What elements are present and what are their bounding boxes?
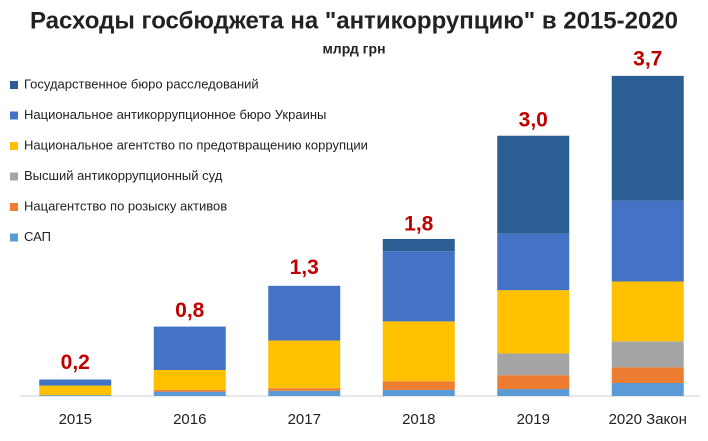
bar-segment bbox=[153, 369, 226, 390]
legend-label: Национальное агентство по предотвращению… bbox=[24, 137, 368, 152]
legend-swatch bbox=[10, 172, 18, 181]
bar-segment bbox=[611, 281, 684, 342]
bar-segment bbox=[39, 395, 112, 396]
total-label: 3,7 bbox=[633, 48, 662, 71]
bar-segment bbox=[382, 389, 455, 396]
legend-swatch bbox=[10, 203, 18, 211]
bar-segment bbox=[268, 388, 341, 391]
x-tick-label: 2016 bbox=[173, 411, 206, 428]
bar-segment bbox=[611, 200, 684, 282]
bar-segment bbox=[268, 390, 341, 396]
bar-segment bbox=[497, 375, 570, 390]
bar-segment bbox=[382, 238, 455, 252]
total-label: 0,8 bbox=[175, 299, 205, 322]
bar-segment bbox=[611, 382, 684, 396]
bar-segment bbox=[497, 353, 570, 376]
bar-segment bbox=[497, 135, 570, 234]
legend-label: Высший антикоррупционный суд bbox=[24, 168, 223, 183]
total-label: 0,2 bbox=[61, 351, 90, 374]
bar-segment bbox=[153, 326, 226, 370]
bar-segment bbox=[268, 285, 341, 341]
legend-label: Национальное антикоррупционное бюро Укра… bbox=[24, 107, 326, 122]
total-label: 3,0 bbox=[519, 108, 548, 131]
legend-label: Нацагентство по розыску активов bbox=[24, 198, 227, 213]
bar-segment bbox=[382, 381, 455, 390]
chart-subtitle: млрд грн bbox=[322, 41, 385, 57]
legend-label: САП bbox=[24, 229, 51, 244]
chart-title: Расходы госбюджета на "антикоррупцию" в … bbox=[30, 7, 678, 34]
x-tick-label: 2020 Закон bbox=[609, 411, 687, 428]
legend-label: Государственное бюро расследований bbox=[24, 76, 259, 91]
x-tick-label: 2018 bbox=[402, 411, 435, 428]
bar-segment bbox=[153, 391, 226, 396]
bar-segment bbox=[39, 379, 112, 386]
total-label: 1,8 bbox=[404, 212, 434, 235]
bar-segment bbox=[268, 340, 341, 389]
bar-segment bbox=[611, 367, 684, 383]
legend-swatch bbox=[10, 233, 18, 242]
x-tick-label: 2017 bbox=[288, 411, 321, 428]
bar-segment bbox=[153, 389, 226, 392]
bar-segment bbox=[611, 341, 684, 368]
bar-segment bbox=[497, 389, 570, 396]
total-label: 1,3 bbox=[290, 256, 319, 279]
bar-segment bbox=[611, 75, 684, 201]
bar-segment bbox=[497, 290, 570, 354]
bar-segment bbox=[497, 233, 570, 291]
legend-swatch bbox=[10, 111, 18, 120]
legend-swatch bbox=[10, 142, 18, 150]
bar-segment bbox=[39, 385, 112, 396]
legend-swatch bbox=[10, 81, 18, 89]
x-tick-label: 2015 bbox=[59, 411, 92, 428]
x-tick-label: 2019 bbox=[517, 411, 550, 428]
bar-segment bbox=[382, 321, 455, 382]
bar-segment bbox=[382, 251, 455, 322]
